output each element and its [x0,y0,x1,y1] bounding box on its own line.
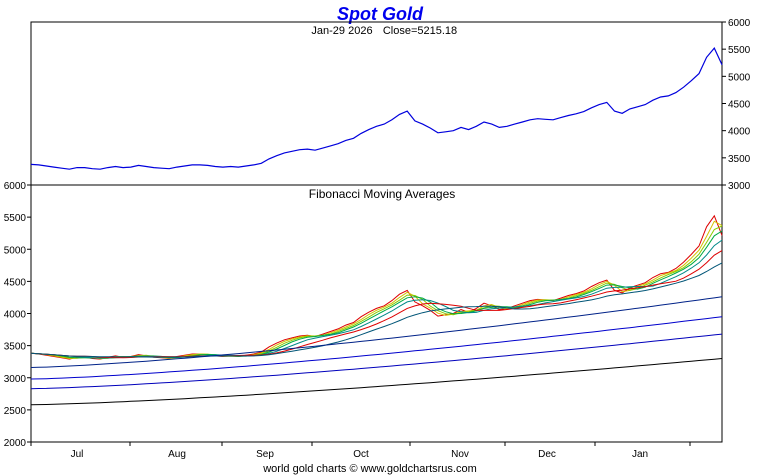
top-ytick-label: 6000 [728,18,751,29]
bottom-ytick-label: 6000 [4,181,27,192]
xtick-label: Aug [168,449,186,460]
top-panel-frame [30,21,723,186]
top-ytick-label: 3000 [728,181,751,192]
top-ytick-label: 4000 [728,127,751,138]
xtick-label: Jul [71,449,84,460]
spot-gold-line [30,46,723,170]
bottom-y-axis: 2000 2500 3000 3500 4000 4500 5000 5500 6000 [4,181,31,449]
bottom-ytick-label: 2000 [4,438,27,449]
ma-line-8 [30,316,723,380]
ma-line-10 [30,358,723,406]
chart-title: Spot Gold [337,4,424,24]
ma-line-4 [30,239,723,359]
footer-credit: world gold charts © www.goldchartsrus.co… [262,463,477,475]
bottom-ytick-label: 4500 [4,277,27,288]
top-ytick-label: 3500 [728,154,751,165]
bottom-ytick-label: 3000 [4,374,27,385]
bottom-panel-frame [30,184,723,443]
bottom-ytick-label: 5000 [4,245,27,256]
bottom-ytick-label: 3500 [4,342,27,353]
bottom-ytick-label: 5500 [4,213,27,224]
ma-series-group [30,214,723,406]
ma-panel-title: Fibonacci Moving Averages [309,187,456,201]
top-series-group [30,46,723,170]
xtick-label: Oct [353,449,369,460]
bottom-ytick-label: 4000 [4,310,27,321]
xtick-label: Nov [451,449,469,460]
chart-date: Jan-29 2026 [311,25,372,37]
top-ytick-label: 5000 [728,72,751,83]
top-y-axis: 3000 3500 4000 4500 5000 5500 6000 [722,18,751,192]
top-ytick-label: 4500 [728,100,751,111]
ma-line-6 [30,262,723,358]
bottom-ytick-label: 2500 [4,406,27,417]
x-axis: Jul Aug Sep Oct Nov Dec Jan [30,442,691,460]
chart-close: Close=5215.18 [383,25,457,37]
xtick-label: Dec [538,449,556,460]
top-ytick-label: 5500 [728,45,751,56]
xtick-label: Jan [632,449,648,460]
xtick-label: Sep [256,449,274,460]
ma-line-7 [30,296,723,368]
ma-line-5 [30,250,723,359]
ma-line-9 [30,333,723,390]
